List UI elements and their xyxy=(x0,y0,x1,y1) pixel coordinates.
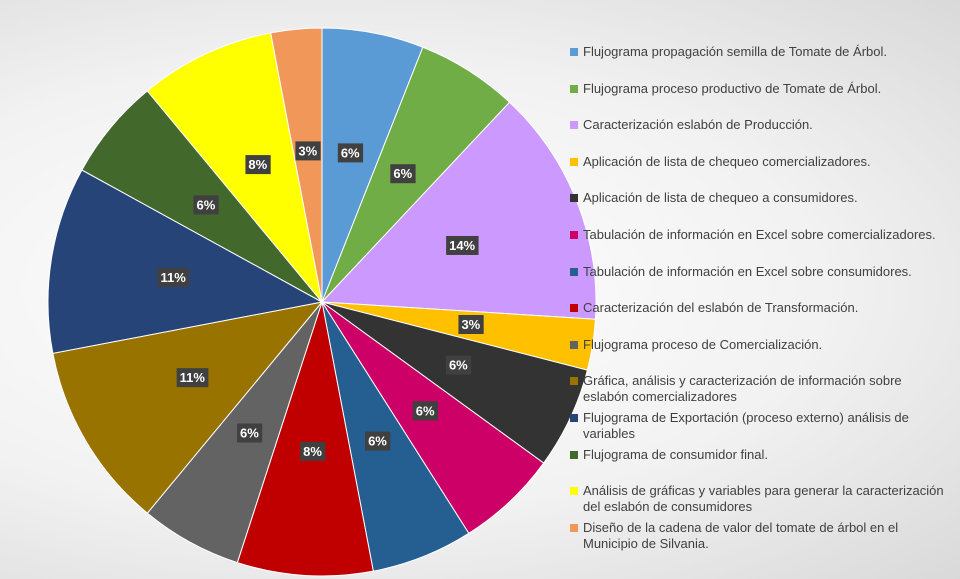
legend-label: Aplicación de lista de chequeo a consumi… xyxy=(583,190,858,206)
data-label-text: 6% xyxy=(240,425,259,440)
data-label: 6% xyxy=(365,431,391,451)
data-label-text: 6% xyxy=(393,166,412,181)
legend-swatch xyxy=(570,450,578,459)
data-label-text: 6% xyxy=(196,197,215,212)
data-label-box xyxy=(446,235,479,255)
data-label-text: 14% xyxy=(449,238,475,253)
legend-item: Flujograma propagación semilla de Tomate… xyxy=(570,44,945,60)
legend-label: Flujograma proceso productivo de Tomate … xyxy=(583,80,882,96)
data-label-box xyxy=(390,164,416,184)
legend-swatch xyxy=(570,267,578,276)
legend-item: Flujograma proceso de Comercialización. xyxy=(570,337,945,353)
legend-item: Gráfica, análisis y caracterización de i… xyxy=(570,373,945,405)
data-label-text: 3% xyxy=(298,143,317,158)
legend-swatch xyxy=(570,84,578,93)
data-label-text: 6% xyxy=(416,403,435,418)
data-label-text: 6% xyxy=(449,358,468,373)
data-label: 6% xyxy=(337,143,364,163)
legend-item: Flujograma de Exportación (proceso exter… xyxy=(570,410,945,442)
data-label-box xyxy=(337,143,364,163)
data-label: 6% xyxy=(445,355,472,375)
data-label-text: 11% xyxy=(180,370,206,385)
legend-swatch xyxy=(570,121,578,130)
data-label: 3% xyxy=(295,141,321,161)
data-label: 6% xyxy=(193,195,219,215)
pie-slice xyxy=(146,32,323,303)
legend-label: Flujograma de Exportación (proceso exter… xyxy=(583,410,909,441)
data-label-box xyxy=(157,267,190,287)
data-label-text: 3% xyxy=(461,317,480,332)
pie-slice xyxy=(236,301,374,577)
data-label: 8% xyxy=(300,441,326,461)
legend-label: Diseño de la cadena de valor del tomate … xyxy=(583,519,899,551)
legend-swatch xyxy=(570,414,578,422)
legend-label: Flujograma propagación semilla de Tomate… xyxy=(583,44,887,59)
data-label: 6% xyxy=(237,423,263,443)
legend-item: Análisis de gráficas y variables para ge… xyxy=(570,483,945,515)
data-label-box xyxy=(412,401,438,421)
data-label-box xyxy=(245,155,271,175)
pie-slice xyxy=(270,27,323,303)
legend-item: Caracterización del eslabón de Transform… xyxy=(570,300,945,316)
legend-label: Aplicación de lista de chequeo comercial… xyxy=(583,153,871,169)
legend-swatch xyxy=(570,157,578,166)
data-label: 3% xyxy=(458,315,484,335)
legend-label: Análisis de gráficas y variables para ge… xyxy=(583,483,944,515)
data-label: 6% xyxy=(390,164,416,184)
legend-item: Caracterización eslabón de Producción. xyxy=(570,117,945,133)
data-label-box xyxy=(365,431,391,451)
legend-item: Diseño de la cadena de valor del tomate … xyxy=(570,520,945,552)
legend-item: Aplicación de lista de chequeo a consumi… xyxy=(570,190,945,206)
data-label-text: 6% xyxy=(368,434,387,449)
data-label-box xyxy=(237,423,263,443)
legend-label: Flujograma de consumidor final. xyxy=(583,446,768,462)
data-label-box xyxy=(458,315,484,335)
data-label: 11% xyxy=(157,267,190,287)
legend-item: Tabulación de información en Excel sobre… xyxy=(570,227,945,243)
data-label-box xyxy=(176,368,209,388)
data-label: 8% xyxy=(245,155,271,175)
legend-item: Aplicación de lista de chequeo comercial… xyxy=(570,154,945,170)
legend-label: Caracterización del eslabón de Transform… xyxy=(583,300,859,316)
legend-label: Caracterización eslabón de Producción. xyxy=(583,117,813,133)
data-label-box xyxy=(295,141,321,161)
legend-swatch xyxy=(570,231,578,239)
data-label-box xyxy=(193,195,219,215)
pie-slice xyxy=(47,169,324,354)
data-label: 6% xyxy=(412,401,438,421)
legend-swatch xyxy=(570,377,578,386)
legend-label: Flujograma proceso de Comercialización. xyxy=(583,336,823,352)
data-label: 11% xyxy=(176,368,209,388)
data-label: 14% xyxy=(446,235,479,255)
legend-swatch xyxy=(570,304,578,313)
legend-swatch xyxy=(570,340,578,349)
legend-label: Gráfica, análisis y caracterización de i… xyxy=(583,373,902,405)
legend-swatch xyxy=(570,48,578,56)
legend-item: Flujograma de consumidor final. xyxy=(570,447,945,463)
legend-label: Tabulación de información en Excel sobre… xyxy=(583,227,936,242)
legend-label: Tabulación de información en Excel sobre… xyxy=(583,263,912,279)
data-label-text: 6% xyxy=(341,145,360,160)
data-label-text: 8% xyxy=(248,157,267,172)
data-label-box xyxy=(300,441,326,461)
data-label-text: 8% xyxy=(303,444,322,459)
legend-item: Flujograma proceso productivo de Tomate … xyxy=(570,81,945,97)
legend-swatch xyxy=(570,523,578,532)
legend-item: Tabulación de información en Excel sobre… xyxy=(570,264,945,280)
pie-slice xyxy=(52,301,324,514)
data-label-box xyxy=(445,355,472,375)
legend-swatch xyxy=(570,487,578,496)
data-label-text: 11% xyxy=(160,270,186,285)
legend-swatch xyxy=(570,194,578,203)
